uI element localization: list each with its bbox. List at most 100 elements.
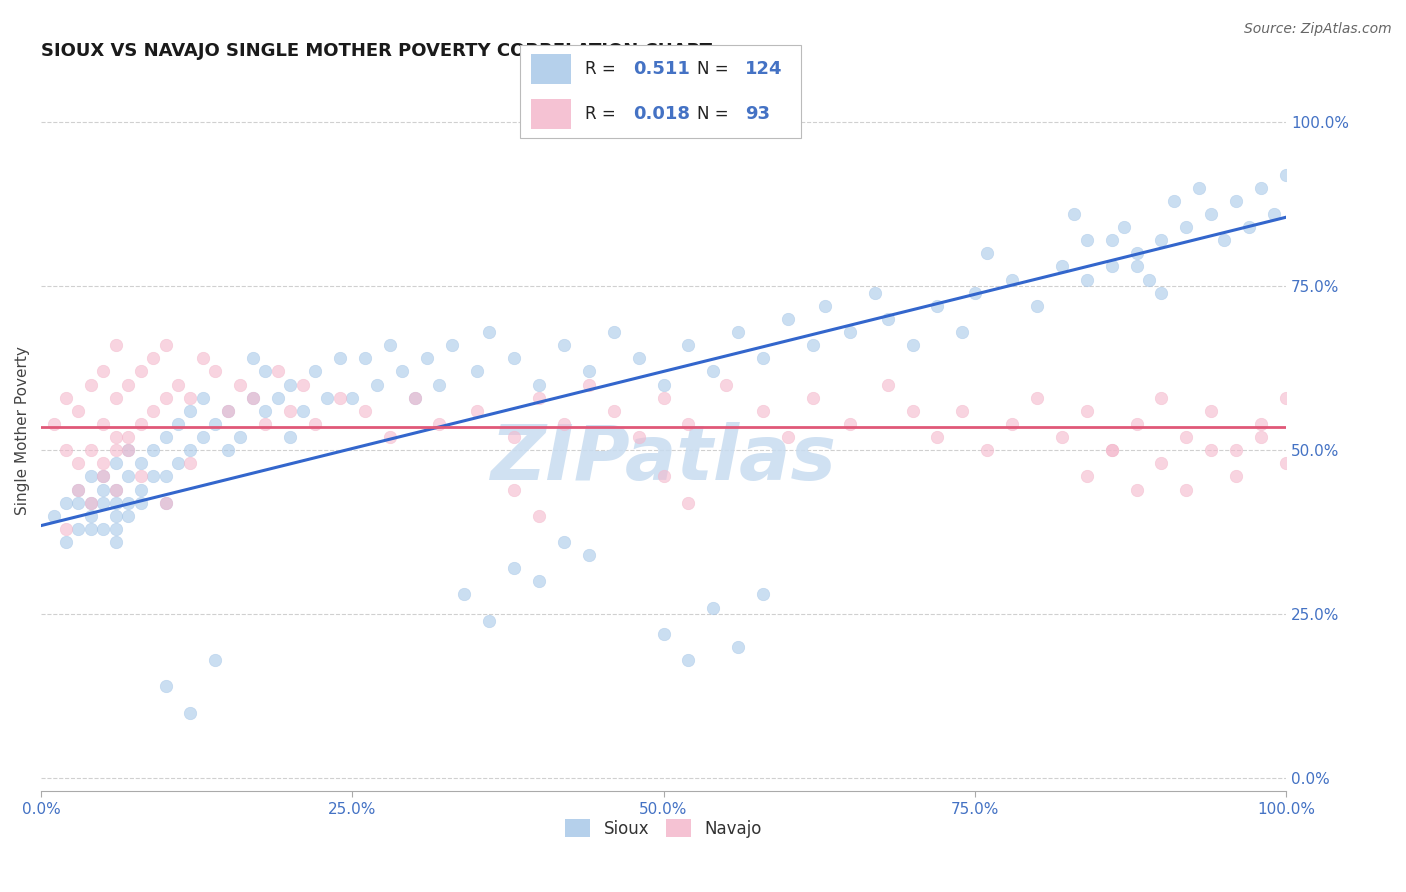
Point [429, 377, 451, 392]
Point [155, 430, 177, 444]
Point [702, 364, 724, 378]
Point [1101, 260, 1123, 274]
Point [776, 312, 799, 326]
Point [578, 377, 600, 392]
Point [465, 404, 488, 418]
Point [752, 404, 775, 418]
Point [80, 377, 103, 392]
Point [329, 351, 352, 366]
Point [104, 483, 127, 497]
Point [1275, 168, 1298, 182]
Point [553, 535, 575, 549]
Point [727, 325, 749, 339]
Point [93, 469, 115, 483]
Point [378, 430, 401, 444]
Point [1150, 456, 1173, 470]
Point [204, 364, 226, 378]
Point [104, 483, 127, 497]
Point [702, 600, 724, 615]
Point [503, 430, 526, 444]
Point [304, 364, 326, 378]
Point [93, 495, 115, 509]
Point [1250, 430, 1272, 444]
Point [93, 456, 115, 470]
FancyBboxPatch shape [531, 54, 571, 84]
Point [478, 325, 501, 339]
Point [776, 430, 799, 444]
Point [55, 535, 77, 549]
Point [179, 443, 201, 458]
Point [129, 469, 152, 483]
Point [204, 653, 226, 667]
Point [104, 522, 127, 536]
Point [80, 508, 103, 523]
Point [1250, 417, 1272, 431]
Point [901, 338, 924, 352]
Point [104, 456, 127, 470]
Point [242, 391, 264, 405]
Point [1114, 220, 1136, 235]
Point [1150, 285, 1173, 300]
Point [104, 430, 127, 444]
Point [291, 404, 314, 418]
Point [129, 483, 152, 497]
Point [42, 417, 65, 431]
Point [603, 325, 626, 339]
Point [801, 391, 824, 405]
Point [93, 522, 115, 536]
Point [155, 495, 177, 509]
Point [67, 483, 90, 497]
Point [204, 417, 226, 431]
Point [1076, 272, 1098, 286]
Point [678, 417, 700, 431]
Point [1199, 207, 1222, 221]
Point [80, 495, 103, 509]
Point [191, 391, 214, 405]
Point [404, 391, 426, 405]
Point [129, 495, 152, 509]
Point [1125, 417, 1147, 431]
Point [1188, 180, 1211, 194]
Point [67, 522, 90, 536]
Point [353, 351, 375, 366]
Point [1225, 443, 1247, 458]
Point [863, 285, 886, 300]
Point [217, 404, 239, 418]
Point [578, 548, 600, 562]
Point [266, 364, 288, 378]
Point [1250, 180, 1272, 194]
Text: R =: R = [585, 105, 621, 123]
Point [104, 508, 127, 523]
Point [155, 679, 177, 693]
Point [627, 351, 650, 366]
Point [278, 430, 301, 444]
Point [1026, 299, 1049, 313]
Point [129, 417, 152, 431]
Point [80, 469, 103, 483]
Point [104, 338, 127, 352]
Point [117, 469, 139, 483]
Point [1101, 233, 1123, 247]
Point [1199, 404, 1222, 418]
Point [429, 417, 451, 431]
Point [329, 391, 352, 405]
Point [229, 377, 252, 392]
Text: 0.018: 0.018 [633, 105, 690, 123]
Point [104, 495, 127, 509]
Point [714, 377, 737, 392]
Point [278, 404, 301, 418]
Point [652, 377, 675, 392]
Point [366, 377, 388, 392]
Point [42, 508, 65, 523]
Point [1237, 220, 1260, 235]
Point [950, 404, 973, 418]
Point [652, 627, 675, 641]
Point [1150, 391, 1173, 405]
Point [67, 456, 90, 470]
Point [55, 391, 77, 405]
Point [129, 364, 152, 378]
Point [278, 377, 301, 392]
Point [117, 495, 139, 509]
Point [167, 456, 190, 470]
Text: R =: R = [585, 60, 621, 78]
